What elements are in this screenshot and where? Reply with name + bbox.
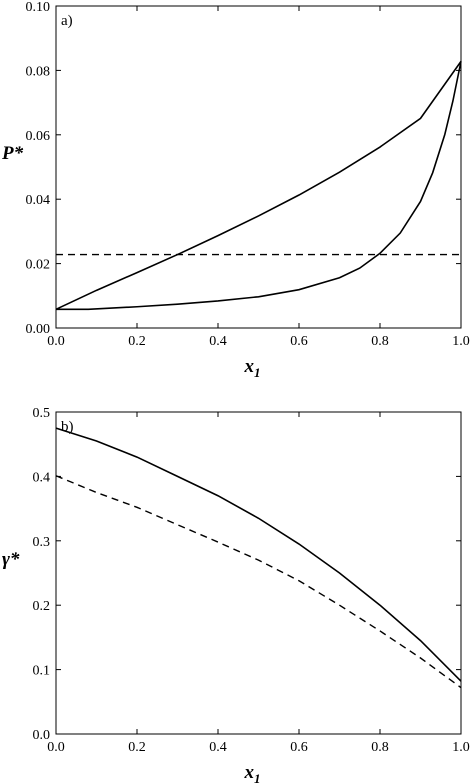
series-line-1: [55, 427, 462, 682]
x-tick-label: 0.6: [290, 740, 308, 755]
y-axis-label: P*: [1, 143, 24, 164]
x-axis-label: x1: [244, 356, 261, 380]
y-axis-label: γ*: [2, 549, 20, 570]
y-tick-label: 0.1: [33, 664, 51, 679]
series-line-2: [56, 61, 462, 311]
y-tick-label: 0.10: [26, 0, 51, 15]
x-tick-label: 0.6: [290, 334, 308, 349]
x-tick-label: 0.0: [47, 334, 65, 349]
x-tick-label: 0.4: [209, 334, 227, 349]
x-tick-label: 0.2: [128, 740, 146, 755]
y-tick-label: 0.08: [26, 64, 51, 79]
panel-a: 0.0 0.2 0.4 0.6 0.8 1.0 0.00 0.02 0.04 0.06 0.08 0.…: [1, 0, 470, 380]
x-tick-label: 0.0: [47, 740, 65, 755]
y-tick-label: 0.02: [26, 258, 51, 273]
x-tick-label: 0.8: [371, 740, 389, 755]
x-tick-label: 0.4: [209, 740, 227, 755]
series-line-1: [55, 60, 462, 311]
y-tick-label: 0.2: [33, 599, 51, 614]
plot-frame: [55, 411, 462, 735]
x-tick-label: 1.0: [452, 740, 470, 755]
panel-label: a): [61, 13, 73, 29]
panel-b: 0.0 0.2 0.4 0.6 0.8 1.00.00.10.20.30.40.5b)x1…: [2, 406, 470, 783]
y-tick-label: 0.0: [33, 728, 51, 743]
y-tick-label: 0.04: [26, 193, 51, 208]
x-tick-label: 0.2: [128, 334, 146, 349]
x-axis-label: x1: [244, 762, 261, 783]
y-tick-label: 0.5: [33, 406, 51, 421]
x-axis-label-subscript: 1: [254, 771, 261, 783]
y-tick-label: 0.4: [33, 470, 51, 485]
plot-frame: [55, 5, 462, 329]
x-tick-label: 0.8: [371, 334, 389, 349]
y-tick-label: 0.06: [26, 129, 51, 144]
x-tick-label: 1.0: [452, 334, 470, 349]
y-tick-label: 0.00: [26, 322, 51, 337]
x-axis-label-subscript: 1: [254, 365, 261, 380]
series-line-2: [55, 475, 462, 689]
y-tick-label: 0.3: [33, 535, 51, 550]
